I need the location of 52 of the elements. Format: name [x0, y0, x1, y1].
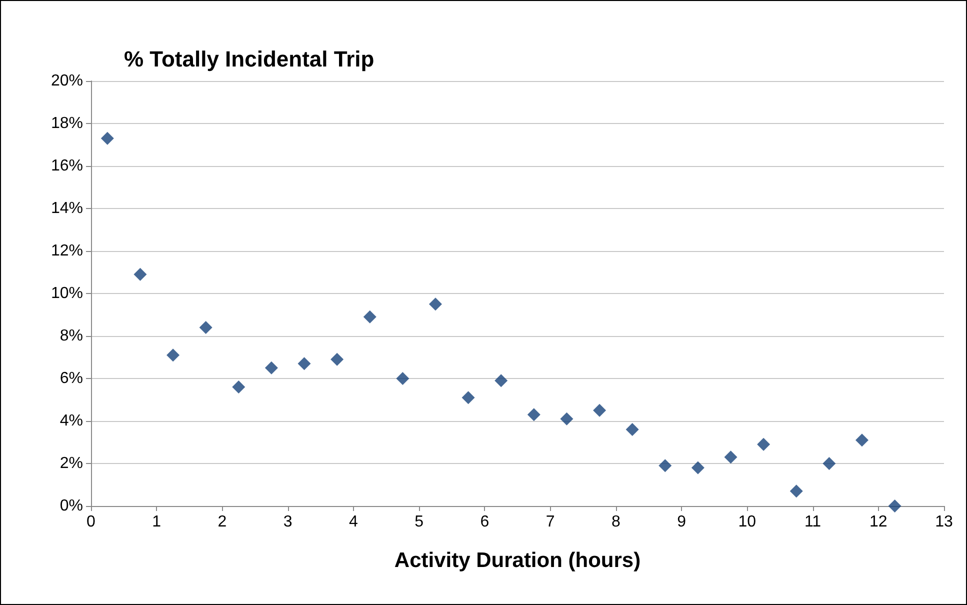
- x-tick-label: 3: [283, 514, 292, 530]
- x-tick-label: 7: [546, 514, 555, 530]
- y-tick-label: 6%: [60, 370, 83, 387]
- y-tick-label: 16%: [50, 158, 83, 174]
- x-tick-label: 0: [86, 514, 96, 530]
- point: [199, 321, 212, 334]
- x-tick-label: 10: [738, 514, 756, 530]
- x-tick-label: 4: [349, 514, 358, 530]
- x-tick-label: 12: [869, 514, 888, 530]
- point: [298, 357, 311, 370]
- x-tick-label: 8: [611, 514, 620, 530]
- y-tick-label: 12%: [50, 242, 83, 260]
- point: [166, 348, 180, 362]
- point: [428, 298, 442, 311]
- y-tick-label: 18%: [50, 115, 83, 132]
- x-tick-label: 2: [218, 514, 227, 530]
- x-tick-label: 5: [414, 514, 424, 530]
- point: [363, 310, 376, 324]
- y-tick-label: 10%: [50, 285, 83, 302]
- point: [757, 438, 770, 451]
- point: [658, 459, 672, 472]
- point: [855, 434, 868, 447]
- point: [560, 412, 574, 426]
- point: [462, 391, 475, 404]
- x-axis-title: Activity Duration (hours): [394, 549, 641, 572]
- point: [626, 423, 639, 436]
- point: [494, 374, 508, 388]
- point: [134, 268, 147, 281]
- y-tick-label: 4%: [60, 412, 83, 430]
- point: [396, 372, 410, 385]
- point: [100, 132, 114, 145]
- point: [822, 457, 836, 470]
- y-tick-label: 8%: [60, 328, 83, 344]
- y-tick-label: 2%: [60, 455, 83, 472]
- point: [527, 408, 540, 422]
- y-tick-label: 20%: [50, 72, 83, 90]
- x-tick-label: 9: [677, 514, 686, 530]
- point: [790, 484, 803, 498]
- x-tick-label: 1: [152, 514, 162, 530]
- point: [593, 404, 606, 417]
- chart-title: % Totally Incidental Trip: [124, 46, 374, 72]
- y-tick-label: 14%: [50, 200, 83, 217]
- x-tick-label: 6: [480, 514, 490, 530]
- x-tick-label: 13: [935, 514, 953, 530]
- point: [232, 380, 246, 394]
- point: [264, 361, 278, 374]
- y-tick-label: 0%: [60, 498, 83, 514]
- point: [691, 461, 704, 474]
- point: [330, 352, 344, 366]
- point: [724, 450, 738, 464]
- point: [888, 500, 902, 512]
- x-tick-label: 11: [804, 514, 822, 530]
